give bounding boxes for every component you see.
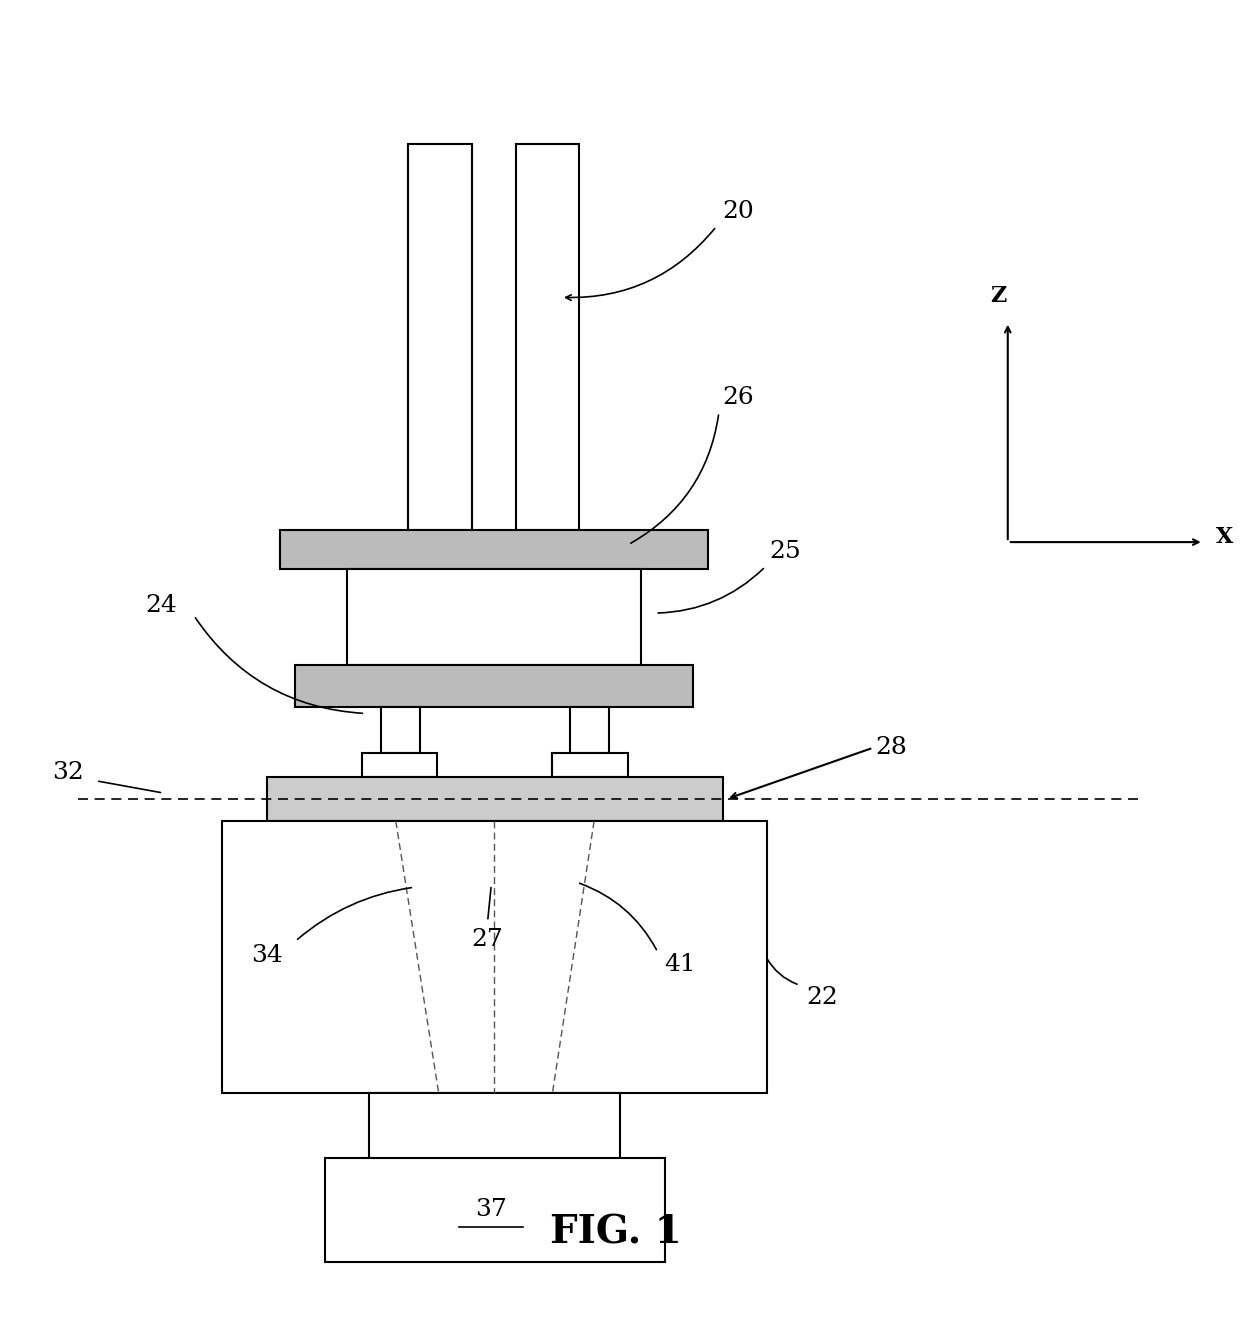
Bar [362, 752, 438, 777]
Bar [516, 145, 579, 530]
Text: FIG. 1: FIG. 1 [551, 1213, 682, 1252]
Bar [381, 707, 420, 752]
Bar [347, 569, 641, 664]
Text: 22: 22 [806, 986, 837, 1009]
Text: Z: Z [990, 286, 1006, 307]
Bar [222, 821, 766, 1092]
Text: 27: 27 [471, 929, 503, 952]
Bar [368, 1092, 620, 1160]
Bar [569, 707, 609, 752]
Text: X: X [1216, 526, 1234, 549]
Text: 25: 25 [769, 541, 801, 563]
Bar [268, 777, 723, 821]
Bar [279, 530, 708, 569]
Text: 32: 32 [52, 760, 83, 784]
Text: 20: 20 [723, 201, 754, 223]
Bar [295, 664, 693, 707]
Text: 37: 37 [475, 1197, 507, 1220]
Bar [408, 145, 471, 530]
Bar [553, 752, 629, 777]
Text: 24: 24 [145, 594, 177, 617]
Text: 41: 41 [663, 953, 696, 975]
Text: 28: 28 [875, 736, 908, 759]
Text: 26: 26 [723, 387, 754, 409]
Text: 34: 34 [252, 945, 283, 968]
Bar [325, 1158, 665, 1261]
